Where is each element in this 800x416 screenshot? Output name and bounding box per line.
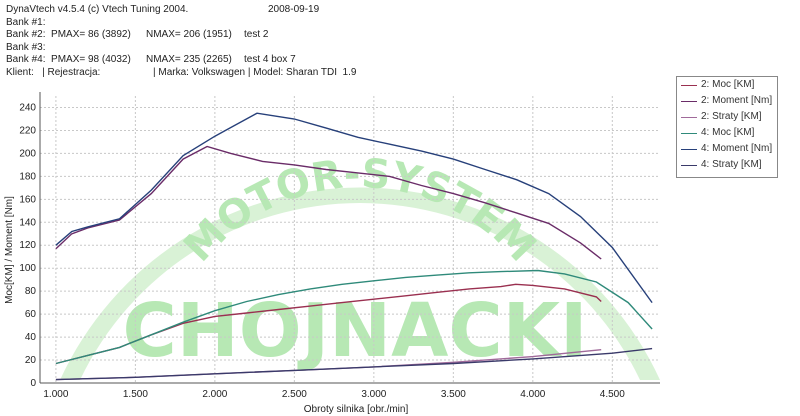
- legend-swatch: [681, 165, 697, 166]
- legend-label: 4: Moc [KM]: [701, 127, 755, 138]
- legend-label: 2: Moc [KM]: [701, 79, 755, 90]
- y-tick-label: 140: [19, 217, 36, 228]
- x-tick-label: 3.000: [361, 389, 386, 400]
- x-tick-label: 2.500: [282, 389, 307, 400]
- y-tick-label: 220: [19, 125, 36, 136]
- bank4-pmax: Bank #4: PMAX= 98 (4032): [6, 54, 131, 65]
- axes: 0 20 40 60 80 100 120 140 160 180 200 220 240 1.000 1.…: [19, 92, 660, 400]
- y-tick-label: 200: [19, 148, 36, 159]
- bank1-label: Bank #1:: [6, 17, 46, 28]
- y-axis-label: Moc[KM] / Moment [Nm]: [4, 196, 15, 304]
- series-line-4-moment-nm: [55, 112, 653, 304]
- legend-swatch: [681, 85, 697, 86]
- x-tick-label: 1.500: [123, 389, 148, 400]
- x-axis-label: Obroty silnika [obr./min]: [304, 404, 409, 415]
- series-line-4-moc-km: [55, 269, 653, 365]
- y-tick-label: 60: [25, 309, 37, 320]
- x-tick-label: 1.000: [43, 389, 68, 400]
- series-line-2-moment-nm: [55, 145, 602, 260]
- legend-swatch: [681, 133, 697, 134]
- legend: 2: Moc [KM] 2: Moment [Nm] 2: Straty [KM…: [676, 76, 778, 178]
- x-tick-label: 4.000: [520, 389, 545, 400]
- bank2-nmax: NMAX= 206 (1951): [146, 29, 232, 40]
- y-tick-label: 80: [25, 286, 37, 297]
- bank4-nmax: NMAX= 235 (2265): [146, 54, 232, 65]
- legend-label: 4: Straty [KM]: [701, 159, 762, 170]
- watermark: MOTOR-SYSTEM CHOJNACKI: [60, 151, 660, 380]
- y-tick-label: 160: [19, 194, 36, 205]
- y-tick-label: 100: [19, 263, 36, 274]
- y-tick-label: 240: [19, 102, 36, 113]
- client-registration: Klient: | Rejestracja:: [6, 67, 101, 78]
- x-tick-label: 2.000: [202, 389, 227, 400]
- bank2-test: test 2: [244, 29, 269, 40]
- watermark-arc-text: MOTOR-SYSTEM: [175, 151, 544, 271]
- legend-label: 4: Moment [Nm]: [701, 143, 773, 154]
- x-tick-label: 4.500: [600, 389, 625, 400]
- bank3-label: Bank #3:: [6, 42, 46, 53]
- legend-swatch: [681, 149, 697, 150]
- legend-label: 2: Straty [KM]: [701, 111, 762, 122]
- series-line-4-straty-km: [55, 347, 653, 381]
- y-tick-label: 0: [30, 378, 36, 389]
- bank4-test: test 4 box 7: [244, 54, 296, 65]
- series-group: [55, 112, 653, 381]
- legend-swatch: [681, 117, 697, 118]
- test-date: 2008-09-19: [268, 4, 320, 15]
- x-tick-label: 3.500: [441, 389, 466, 400]
- y-tick-label: 120: [19, 240, 36, 251]
- y-tick-label: 20: [25, 355, 37, 366]
- y-tick-label: 40: [25, 332, 37, 343]
- watermark-arc: [60, 187, 660, 380]
- legend-label: 2: Moment [Nm]: [701, 95, 773, 106]
- bank2-pmax: Bank #2: PMAX= 86 (3892): [6, 29, 131, 40]
- y-tick-label: 180: [19, 171, 36, 182]
- vehicle-make-model: | Marka: Volkswagen | Model: Sharan TDI …: [153, 67, 357, 78]
- software-title: DynaVtech v4.5.4 (c) Vtech Tuning 2004.: [6, 4, 189, 15]
- legend-swatch: [681, 101, 697, 102]
